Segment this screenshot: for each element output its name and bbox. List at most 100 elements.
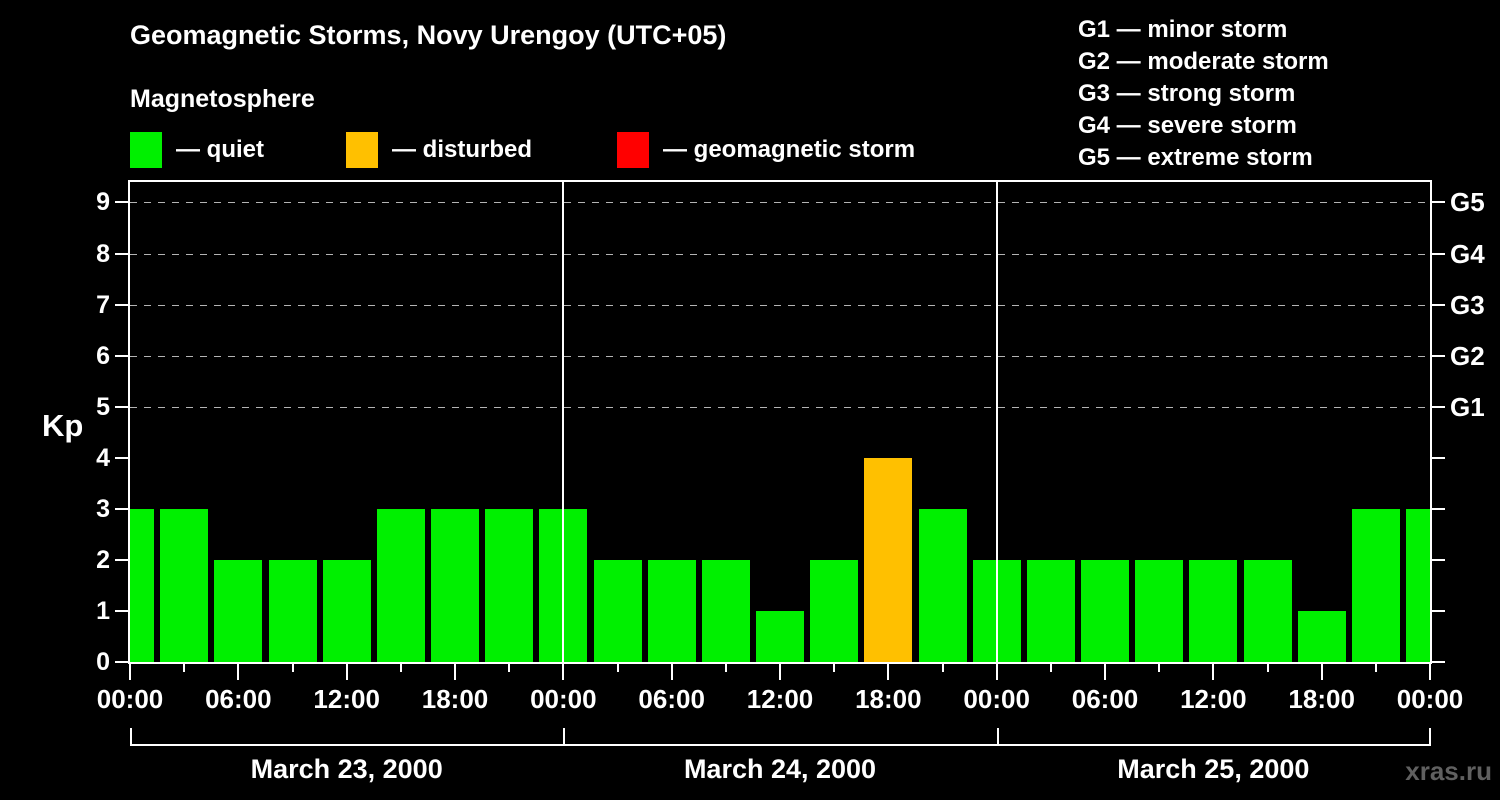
x-time-label: 12:00	[746, 684, 814, 714]
kp-bar	[160, 508, 209, 662]
kp-bar	[376, 508, 425, 662]
y-tick-label: 5	[96, 392, 110, 421]
x-major-tick	[1320, 664, 1323, 680]
kp-bar	[214, 559, 263, 662]
kp-bar	[647, 559, 696, 662]
g2-legend-item: G2 — moderate storm	[1078, 48, 1329, 75]
x-minor-tick	[1049, 664, 1052, 672]
y-tick-right	[1432, 661, 1445, 663]
x-minor-tick	[1266, 664, 1269, 672]
kp-bar	[1351, 508, 1400, 662]
y-axis-title: Kp	[42, 408, 84, 443]
y-tick-label: 8	[96, 239, 110, 268]
gridline-kp5	[130, 406, 1430, 408]
y-tick-left	[115, 201, 128, 204]
kp-bar	[1026, 559, 1075, 662]
x-minor-tick	[508, 664, 511, 672]
gridline-kp7	[130, 304, 1430, 306]
date-bracket-tick	[1429, 728, 1431, 744]
x-major-tick	[887, 664, 890, 680]
x-minor-tick	[616, 664, 619, 672]
x-time-label: 12:00	[1180, 684, 1247, 714]
x-major-tick	[1104, 664, 1106, 680]
gridline-kp8	[130, 253, 1430, 255]
x-time-label: 00:00	[530, 684, 597, 714]
date-bracket-tick	[130, 728, 132, 744]
watermark: xras.ru	[1405, 756, 1492, 786]
x-minor-tick	[1158, 664, 1161, 672]
x-major-tick	[237, 664, 240, 680]
y-tick-right	[1432, 354, 1445, 357]
kp-bar	[1135, 559, 1184, 662]
y-tick-label: 7	[96, 290, 110, 319]
quiet-legend-label: — quiet	[176, 136, 264, 163]
magnetosphere-section-label: Magnetosphere	[130, 85, 315, 113]
date-bracket-tick	[996, 728, 999, 744]
g-level-label: G2	[1450, 340, 1485, 371]
y-tick-right	[1432, 609, 1445, 612]
y-tick-label: 6	[96, 341, 110, 370]
x-minor-tick	[183, 664, 186, 672]
day-boundary-line	[995, 182, 998, 662]
x-time-label: 18:00	[1288, 684, 1355, 714]
kp-bar	[431, 508, 479, 662]
g-level-label: G4	[1450, 238, 1485, 269]
date-bracket-tick	[563, 728, 566, 744]
kp-bar	[1297, 610, 1346, 662]
g-level-label: G3	[1450, 289, 1485, 320]
y-tick-left	[115, 558, 128, 561]
x-minor-tick	[724, 664, 727, 672]
day-boundary-line	[562, 182, 565, 662]
x-minor-tick	[1374, 664, 1377, 672]
kp-bar	[810, 559, 859, 662]
y-tick-left	[115, 609, 128, 612]
x-minor-tick	[941, 664, 944, 672]
storm-legend-swatch	[617, 132, 649, 168]
y-tick-label: 2	[96, 545, 110, 574]
g-level-label: G1	[1450, 391, 1485, 422]
y-tick-left	[115, 507, 128, 510]
y-tick-label: 9	[96, 188, 110, 217]
plot-area: 0 1 2 3 4 5 6 7 8 9 G1 G2 G3 G4 G5	[96, 180, 1485, 676]
y-tick-label: 3	[96, 494, 110, 523]
y-tick-left	[115, 354, 128, 357]
kp-bar	[701, 559, 750, 662]
y-tick-left	[115, 456, 128, 459]
y-tick-right	[1432, 201, 1445, 204]
x-major-tick	[1212, 664, 1215, 680]
quiet-legend-swatch	[130, 132, 162, 168]
x-major-tick	[670, 664, 673, 680]
y-tick-left	[115, 303, 128, 306]
storm-legend-label: — geomagnetic storm	[663, 136, 916, 163]
y-tick-left	[115, 252, 128, 255]
page-title: Geomagnetic Storms, Novy Urengoy (UTC+05…	[130, 20, 727, 50]
x-major-tick	[562, 664, 565, 680]
y-tick-right	[1432, 303, 1445, 306]
g-level-label: G5	[1450, 187, 1485, 218]
x-major-tick	[995, 664, 998, 680]
kp-bar	[756, 610, 804, 662]
g3-legend-item: G3 — strong storm	[1078, 80, 1296, 107]
date-label: March 23, 2000	[250, 754, 443, 784]
x-time-label: 06:00	[1071, 684, 1139, 714]
g5-legend-item: G5 — extreme storm	[1078, 144, 1313, 171]
gridline-kp6	[130, 355, 1430, 357]
g4-legend-item: G4 — severe storm	[1078, 112, 1297, 139]
bars-container	[130, 182, 1430, 662]
kp-bar	[1081, 559, 1129, 662]
g-scale-legend: G1 — minor storm G2 — moderate storm G3 …	[1078, 14, 1329, 174]
y-tick-right	[1432, 456, 1445, 459]
date-bracket-line	[130, 744, 1431, 746]
y-tick-right	[1432, 252, 1445, 255]
kp-bar	[268, 559, 317, 662]
y-tick-right	[1432, 405, 1445, 408]
x-major-tick	[345, 664, 348, 680]
disturbed-legend-label: — disturbed	[392, 136, 533, 163]
kp-bar	[130, 508, 154, 662]
g1-legend-item: G1 — minor storm	[1078, 16, 1288, 43]
x-time-label: 18:00	[855, 684, 922, 714]
y-tick-left	[115, 661, 128, 663]
kp-bar	[918, 508, 967, 662]
y-tick-label: 0	[96, 648, 110, 676]
kp-bar	[593, 559, 642, 662]
